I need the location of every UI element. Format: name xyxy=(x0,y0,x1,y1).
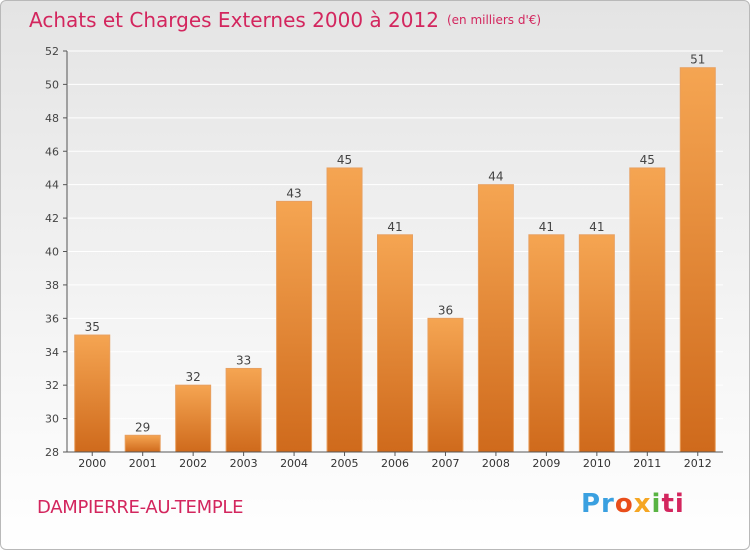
y-tick-label: 44 xyxy=(45,179,59,192)
bar-2011 xyxy=(629,167,666,453)
x-tick-label: 2012 xyxy=(684,457,712,470)
data-label: 41 xyxy=(539,220,554,234)
logo-part: x xyxy=(633,489,652,519)
data-label: 45 xyxy=(337,153,352,167)
x-tick-label: 2008 xyxy=(482,457,510,470)
y-tick-label: 30 xyxy=(45,413,59,426)
data-label: 33 xyxy=(236,353,251,367)
y-tick-label: 52 xyxy=(45,45,59,58)
bar-2000 xyxy=(74,334,111,453)
proxiti-logo: Proxiti xyxy=(581,489,685,519)
data-label: 45 xyxy=(640,153,655,167)
x-tick-label: 2002 xyxy=(179,457,207,470)
data-label: 43 xyxy=(286,186,301,200)
commune-name: DAMPIERRE-AU-TEMPLE xyxy=(37,497,244,518)
logo-part: i xyxy=(651,489,662,519)
y-tick-label: 46 xyxy=(45,145,59,158)
bar-2008 xyxy=(477,184,514,453)
bar-2009 xyxy=(528,234,565,453)
data-label: 41 xyxy=(387,220,402,234)
x-tick-label: 2010 xyxy=(583,457,611,470)
bar-2003 xyxy=(225,367,262,453)
y-tick-label: 34 xyxy=(45,346,59,359)
y-tick-label: 42 xyxy=(45,212,59,225)
y-tick-label: 38 xyxy=(45,279,59,292)
y-tick-label: 40 xyxy=(45,246,59,259)
data-label: 44 xyxy=(488,170,503,184)
x-tick-label: 2003 xyxy=(230,457,258,470)
x-tick-label: 2005 xyxy=(331,457,359,470)
x-tick-label: 2006 xyxy=(381,457,409,470)
logo-part: Pr xyxy=(581,489,615,519)
bars xyxy=(74,67,716,453)
chart-title: Achats et Charges Externes 2000 à 2012 xyxy=(29,8,439,32)
y-tick-label: 50 xyxy=(45,78,59,91)
y-tick-label: 36 xyxy=(45,312,59,325)
data-label: 35 xyxy=(85,320,100,334)
logo-part: o xyxy=(614,489,634,519)
data-label: 29 xyxy=(135,420,150,434)
bar-2005 xyxy=(326,167,363,453)
bar-2010 xyxy=(578,234,615,453)
x-tick-label: 2007 xyxy=(431,457,459,470)
y-tick-label: 28 xyxy=(45,446,59,459)
logo-part: ti xyxy=(661,489,685,519)
bar-2006 xyxy=(377,234,413,453)
x-tick-label: 2009 xyxy=(532,457,560,470)
labels: 28 30 32 34 36 38 40 42 44 46 48 50 52 35 2000 29 2001 32… xyxy=(45,45,712,470)
y-tick-label: 32 xyxy=(45,379,59,392)
x-tick-label: 2011 xyxy=(633,457,661,470)
data-label: 32 xyxy=(186,370,201,384)
y-tick-label: 48 xyxy=(45,112,59,125)
bar-2007 xyxy=(427,317,464,453)
data-label: 41 xyxy=(589,220,604,234)
data-label: 51 xyxy=(690,53,705,67)
data-label: 36 xyxy=(438,303,453,317)
x-tick-label: 2000 xyxy=(78,457,106,470)
bar-2001 xyxy=(124,434,161,453)
x-tick-label: 2001 xyxy=(129,457,157,470)
bar-2004 xyxy=(276,200,313,453)
chart-title-row: Achats et Charges Externes 2000 à 2012 (e… xyxy=(29,8,541,32)
bar-2002 xyxy=(175,384,212,453)
axes xyxy=(63,50,723,456)
bar-2012 xyxy=(679,67,716,453)
chart-subtitle: (en milliers d'€) xyxy=(446,13,542,27)
x-tick-label: 2004 xyxy=(280,457,308,470)
